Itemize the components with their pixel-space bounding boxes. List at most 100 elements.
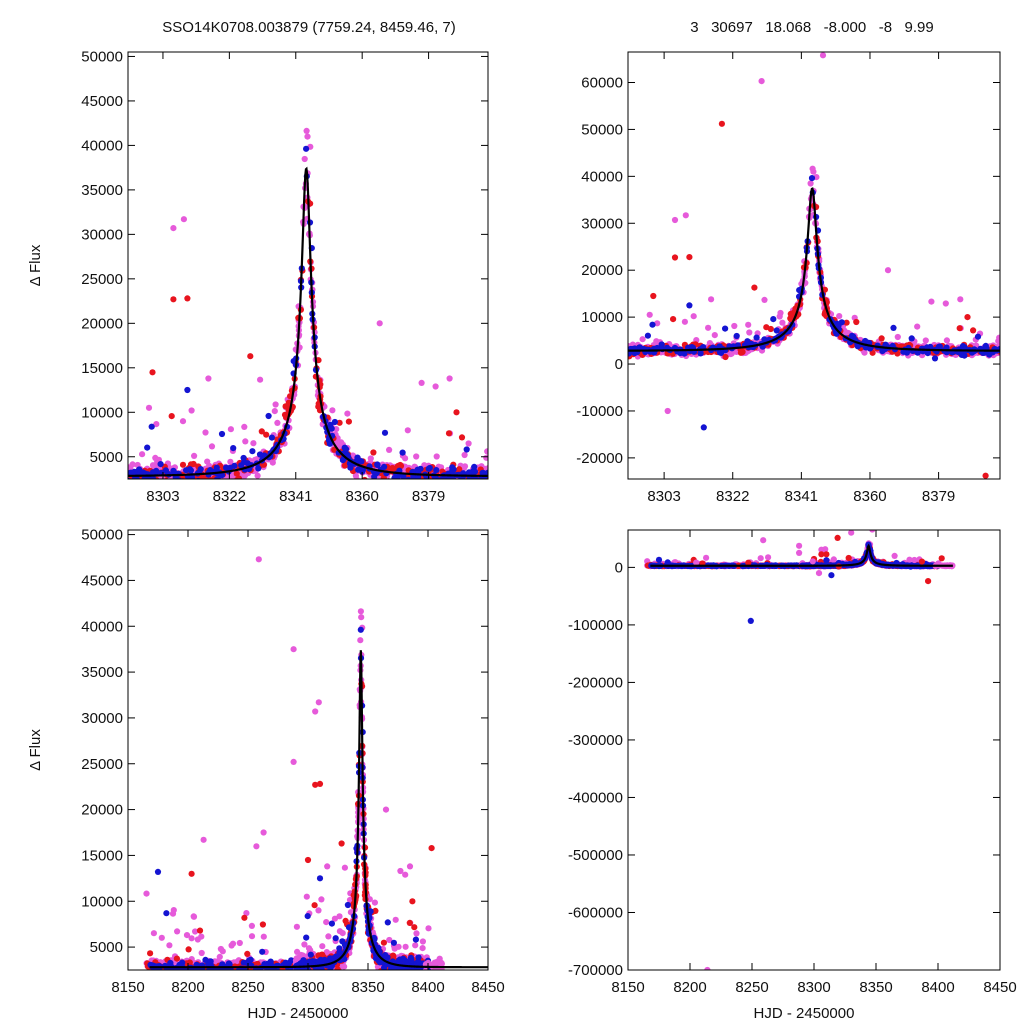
data-point	[928, 298, 935, 305]
data-point	[259, 948, 266, 955]
data-point	[338, 840, 345, 847]
data-point	[914, 349, 921, 356]
y-tick-label: 15000	[81, 847, 123, 864]
data-point	[996, 334, 1000, 341]
data-point	[188, 870, 195, 877]
data-point	[332, 969, 336, 970]
data-point	[382, 952, 389, 959]
data-point	[336, 913, 343, 920]
y-tick-label: 40000	[581, 168, 623, 185]
data-point	[241, 914, 248, 921]
data-point	[341, 864, 348, 871]
data-point	[970, 327, 977, 334]
data-point	[331, 418, 338, 426]
data-point	[184, 295, 191, 302]
data-point	[233, 470, 240, 477]
panel-top-left: 8303 8322 8341 8360 837950001000015000200002…	[27, 48, 493, 505]
data-point	[463, 446, 470, 453]
data-point	[208, 443, 216, 450]
data-point	[180, 216, 187, 223]
data-point	[697, 350, 704, 357]
data-point	[381, 429, 389, 436]
data-point	[808, 175, 816, 182]
data-point	[190, 460, 197, 468]
data-point	[484, 448, 488, 455]
data-point	[188, 935, 195, 942]
data-point	[382, 806, 390, 813]
data-point	[733, 332, 740, 340]
data-point	[705, 324, 712, 331]
data-point	[478, 478, 482, 479]
x-tick-label: 8300	[291, 979, 324, 996]
data-point	[982, 472, 989, 479]
data-point	[336, 949, 343, 956]
data-point	[298, 971, 304, 977]
data-point	[402, 972, 408, 978]
data-point	[282, 959, 289, 966]
panel-bottom-right: 8150 8200 8250 8300 8350 8400 8450-700000-6000…	[568, 529, 1017, 1022]
data-point	[425, 969, 429, 970]
data-point	[358, 458, 365, 465]
data-point	[173, 955, 180, 962]
data-point	[333, 426, 340, 433]
data-point	[442, 481, 448, 487]
data-point	[183, 932, 191, 939]
data-point	[487, 479, 493, 485]
data-point	[484, 469, 488, 476]
data-point	[242, 438, 249, 445]
data-point	[304, 133, 311, 140]
data-point	[671, 216, 679, 224]
data-point	[405, 972, 411, 978]
data-point	[267, 958, 274, 965]
data-point	[174, 970, 180, 976]
data-point	[341, 462, 349, 469]
data-point	[649, 321, 656, 328]
data-point	[315, 699, 322, 706]
y-tick-label: 10000	[81, 404, 123, 421]
data-point	[325, 933, 332, 940]
data-point	[211, 972, 217, 978]
points-bottom-left	[143, 556, 445, 979]
x-tick-label: 8360	[853, 488, 886, 505]
data-point	[807, 180, 814, 187]
data-point	[205, 375, 212, 382]
data-point	[718, 120, 726, 127]
data-point	[974, 333, 982, 340]
data-point	[170, 907, 177, 914]
y-tick-label: 45000	[81, 93, 123, 110]
data-point	[197, 466, 204, 473]
data-point	[290, 646, 297, 653]
data-point	[943, 337, 951, 344]
data-point	[650, 292, 657, 300]
data-point	[419, 938, 426, 945]
data-point	[347, 464, 354, 471]
data-point	[390, 939, 397, 946]
data-point	[311, 971, 317, 977]
data-point	[345, 924, 353, 931]
x-tick-label: 8250	[231, 979, 264, 996]
data-point	[191, 452, 198, 459]
data-point	[179, 461, 187, 468]
data-point	[202, 956, 209, 964]
data-point	[169, 969, 172, 970]
data-point	[439, 479, 445, 485]
data-point	[319, 951, 326, 958]
data-point	[285, 969, 289, 970]
data-point	[253, 843, 260, 850]
data-point	[307, 951, 314, 958]
data-point	[413, 453, 420, 460]
data-point	[935, 343, 942, 350]
data-point	[226, 478, 230, 479]
y-axis-label: Δ Flux	[27, 729, 44, 771]
data-point	[341, 963, 348, 970]
data-point	[316, 875, 324, 882]
data-point	[819, 52, 827, 59]
data-point	[303, 934, 310, 941]
y-tick-label: 30000	[581, 215, 623, 232]
data-point	[446, 375, 453, 382]
data-point	[241, 458, 248, 466]
data-point	[145, 480, 151, 486]
data-point	[311, 902, 318, 909]
data-point	[183, 467, 190, 474]
data-point	[411, 973, 417, 979]
